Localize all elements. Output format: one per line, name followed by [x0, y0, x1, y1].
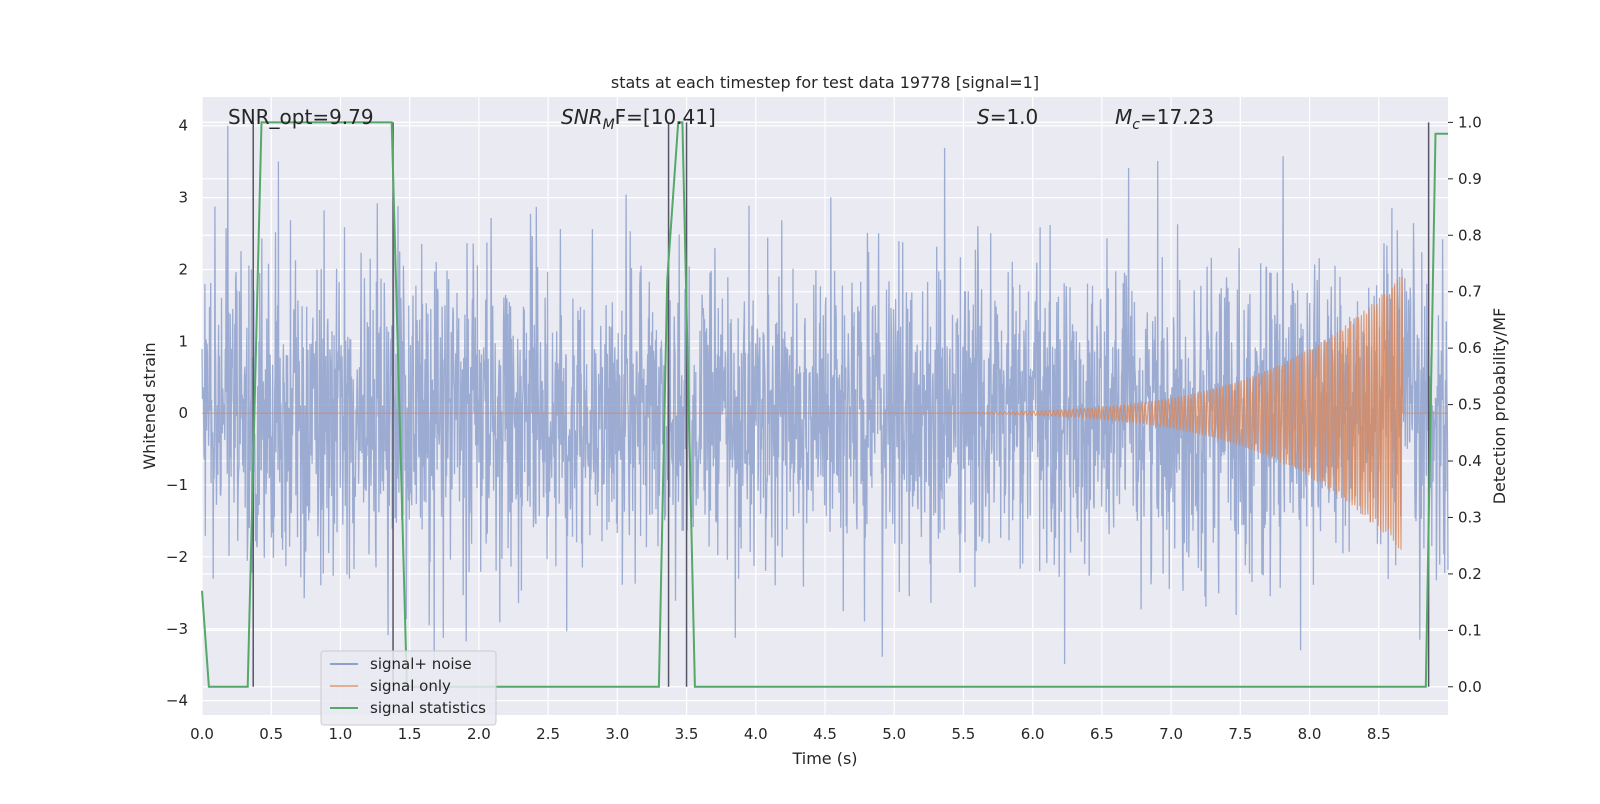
- series-signal-statistics-line: [201, 121, 1448, 688]
- x-tick-label: 4.5: [813, 725, 837, 743]
- x-tick-label: 7.0: [1159, 725, 1183, 743]
- x-tick-label: 0.0: [190, 725, 214, 743]
- x-tick-label: 4.0: [744, 725, 768, 743]
- annotation-snr-mf-symbol: SNR: [561, 105, 603, 129]
- annotation-snr-mf-rest: F=[10.41]: [615, 105, 716, 129]
- y-tick-label: 1: [178, 332, 188, 350]
- tick-layer: 0.0 0.5 1.0 1.5 2.0 2.5 3.0 3.5 4.0 4.5 5.0 5.5 6.0 6…: [166, 113, 1482, 743]
- series-layer: [201, 121, 1449, 688]
- annotation-mc-symbol: M: [1115, 105, 1132, 129]
- y2-tick-label: 1.0: [1458, 113, 1482, 131]
- x-tick-label: 6.0: [1021, 725, 1045, 743]
- y2-tick-label: 0.6: [1458, 339, 1482, 357]
- x-tick-label: 5.5: [952, 725, 976, 743]
- legend-label-signal-statistics: signal statistics: [370, 699, 486, 717]
- chart-title: stats at each timestep for test data 197…: [611, 73, 1039, 92]
- y2-tick-label: 0.0: [1458, 678, 1482, 696]
- x-tick-label: 8.0: [1298, 725, 1322, 743]
- y-tick-label: −3: [166, 620, 188, 638]
- legend: signal+ noise signal only signal statist…: [320, 650, 497, 726]
- annotation-mc: Mc=17.23: [1115, 105, 1214, 133]
- x-tick-label: 6.5: [1090, 725, 1114, 743]
- y-tick-label: 4: [178, 117, 188, 135]
- y2-axis-label: Detection probability/MF: [1490, 308, 1509, 505]
- y-axis-label: Whitened strain: [140, 342, 159, 469]
- y-tick-label: −2: [166, 548, 188, 566]
- y-tick-label: −1: [166, 476, 188, 494]
- y-tick-label: 2: [178, 260, 188, 278]
- annotation-snr-opt: SNR_opt=9.79: [228, 105, 374, 129]
- x-axis-label: Time (s): [791, 749, 857, 768]
- x-tick-label: 0.5: [259, 725, 283, 743]
- y2-tick-label: 0.2: [1458, 565, 1482, 583]
- y2-tick-label: 0.5: [1458, 396, 1482, 414]
- y2-tick-label: 0.9: [1458, 170, 1482, 188]
- annotation-s: S=1.0: [977, 105, 1038, 129]
- series-signal-only-line: [202, 276, 1448, 550]
- y2-tick-label: 0.8: [1458, 226, 1482, 244]
- x-tick-label: 3.5: [675, 725, 699, 743]
- y-tick-label: 0: [178, 404, 188, 422]
- legend-label-signal-only: signal only: [370, 677, 451, 695]
- series-signal-noise-line: [201, 125, 1449, 667]
- y2-tick-label: 0.3: [1458, 508, 1482, 526]
- y-tick-label: −4: [166, 692, 188, 710]
- annotation-s-rest: =1.0: [990, 105, 1039, 129]
- y-tick-label: 3: [178, 189, 188, 207]
- x-tick-label: 1.5: [398, 725, 422, 743]
- y2-tick-label: 0.1: [1458, 621, 1482, 639]
- x-tick-label: 2.5: [536, 725, 560, 743]
- x-tick-label: 1.0: [329, 725, 353, 743]
- x-tick-label: 2.0: [467, 725, 491, 743]
- annotation-snr-mf: SNRMF=[10.41]: [561, 105, 716, 133]
- x-tick-label: 5.0: [882, 725, 906, 743]
- legend-box: [320, 650, 497, 726]
- legend-label-signal-noise: signal+ noise: [370, 655, 472, 673]
- y2-tick-label: 0.4: [1458, 452, 1482, 470]
- x-tick-label: 8.5: [1367, 725, 1391, 743]
- y2-tick-label: 0.7: [1458, 283, 1482, 301]
- x-tick-label: 3.0: [605, 725, 629, 743]
- annotation-mc-rest: =17.23: [1140, 105, 1214, 129]
- annotation-mc-subscript: c: [1132, 117, 1140, 133]
- annotation-s-symbol: S: [977, 105, 990, 129]
- x-tick-label: 7.5: [1228, 725, 1252, 743]
- annotation-snr-mf-subscript: M: [603, 117, 615, 133]
